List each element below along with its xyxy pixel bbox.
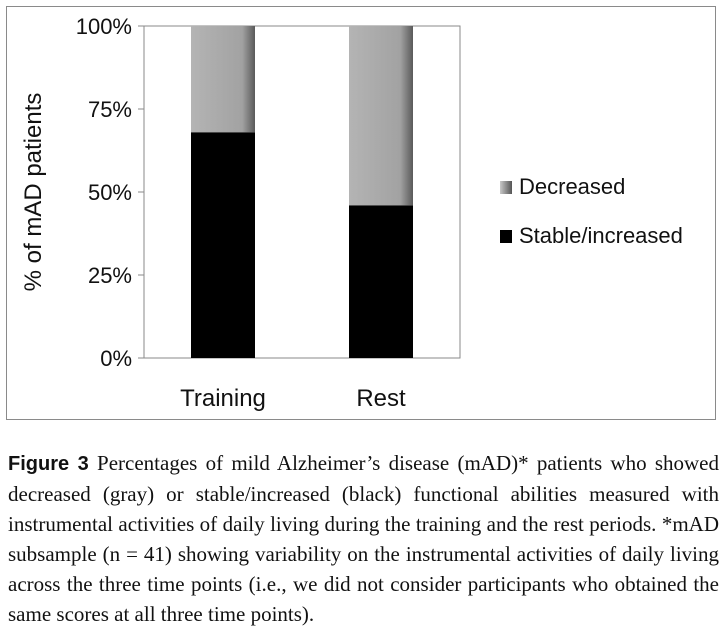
legend-label: Decreased [519, 174, 625, 199]
bar-stable-increased-rest [349, 205, 413, 358]
y-tick-label: 25% [88, 263, 132, 288]
bar-decreased-rest [349, 26, 413, 206]
y-tick-label: 75% [88, 97, 132, 122]
y-tick-label: 0% [100, 346, 132, 371]
figure-label: Figure 3 [8, 453, 89, 475]
x-tick-label: Rest [356, 385, 406, 412]
bar-decreased-training [191, 26, 255, 133]
y-tick-label: 50% [88, 180, 132, 205]
bar-stable-increased-training [191, 132, 255, 358]
chart-frame: 0% 25% 50% 75% 100% % of mAD patients Training… [6, 6, 716, 420]
stacked-bar-chart: 0% 25% 50% 75% 100% % of mAD patients Training… [20, 14, 683, 412]
figure-caption-text: Percentages of mild Alzheimer’s disease … [8, 451, 720, 626]
y-tick-label: 100% [76, 14, 132, 39]
legend-label: Stable/increased [519, 223, 683, 248]
x-tick-label: Training [180, 385, 266, 412]
legend-swatch [500, 181, 512, 194]
legend-swatch [500, 230, 512, 243]
figure-caption: Figure 3 Percentages of mild Alzheimer’s… [8, 448, 719, 629]
y-axis-label: % of mAD patients [20, 93, 47, 292]
